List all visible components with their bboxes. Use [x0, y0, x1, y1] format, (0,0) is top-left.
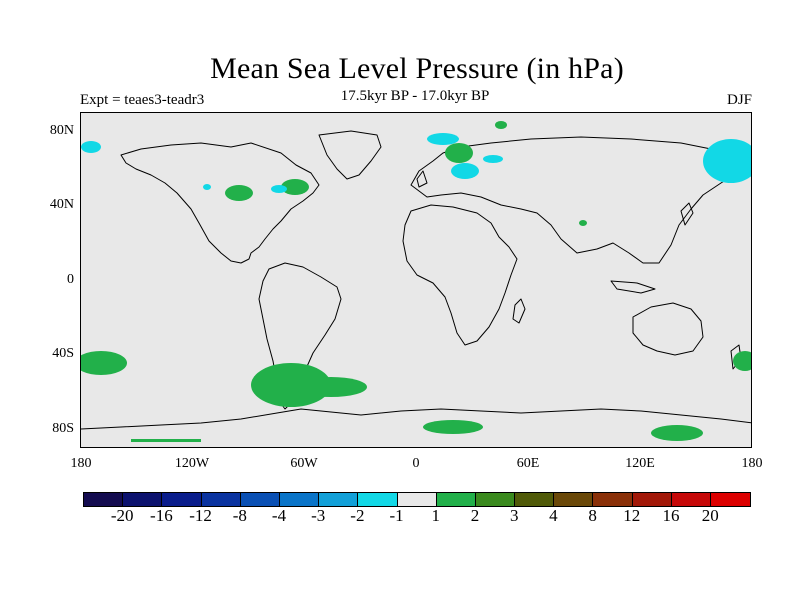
positive-anomaly-regions: [81, 121, 751, 442]
colorbar-label: 20: [701, 506, 719, 525]
chart-title: Mean Sea Level Pressure (in hPa): [210, 52, 624, 85]
colorbar-label: -8: [232, 506, 247, 525]
anomaly-europe: [451, 163, 479, 179]
anomaly-antarctic-strip: [131, 439, 201, 442]
coast-africa: [402, 204, 518, 346]
negative-anomaly-regions: [81, 133, 751, 193]
colorbar-swatch: [436, 493, 476, 506]
colorbar-swatch: [84, 493, 124, 506]
map-panel: [80, 112, 752, 448]
colorbar-label: 1: [431, 506, 441, 525]
anomaly-south-atlantic: [295, 377, 367, 397]
anomaly-north-pacific: [81, 141, 101, 153]
colorbar-swatch: [671, 493, 711, 506]
colorbar-label: 4: [549, 506, 558, 525]
colorbar-label: 2: [470, 506, 480, 525]
colorbar-swatch: [711, 493, 751, 506]
anomaly-canada: [203, 184, 211, 190]
lat-tick-40n: 40N: [49, 197, 74, 212]
colorbar-label: -20: [110, 506, 134, 525]
anomaly-arctic: [495, 121, 507, 129]
coast-madagascar: [512, 298, 526, 324]
lon-tick-120w: 120W: [174, 456, 210, 471]
colorbar-label: 8: [588, 506, 597, 525]
colorbar-swatch: [397, 493, 437, 506]
colorbar-swatch: [632, 493, 672, 506]
colorbar-label: -1: [389, 506, 404, 525]
anomaly-scandinavia: [445, 143, 473, 163]
anomaly-south-pacific-west: [81, 351, 127, 375]
colorbar-swatch: [162, 493, 202, 506]
colorbar-swatch: [475, 493, 516, 506]
coast-uk: [416, 170, 428, 188]
colorbar-label: -3: [311, 506, 326, 525]
anomaly-siberia: [703, 139, 751, 183]
coast-australia: [632, 302, 704, 356]
lat-tick-40s: 40S: [52, 346, 74, 361]
lon-tick-180e: 180: [741, 456, 763, 471]
coast-eurasia: [410, 136, 742, 264]
coast-japan: [680, 202, 694, 226]
lat-tick-80n: 80N: [49, 123, 74, 138]
anomaly-east-coast: [281, 179, 309, 195]
lon-tick-120e: 120E: [625, 456, 655, 471]
coastlines: [81, 130, 751, 430]
season-label: DJF: [726, 92, 752, 108]
coast-north-america: [120, 142, 320, 264]
colorbar-swatch: [123, 493, 163, 506]
colorbar-swatch: [240, 493, 280, 506]
lon-tick-60w: 60W: [290, 456, 318, 471]
anomaly-south-america-south: [251, 363, 331, 407]
anomaly-arabia: [579, 220, 587, 226]
period-label: 17.5kyr BP - 17.0kyr BP: [340, 88, 490, 104]
colorbar-swatch: [554, 493, 594, 506]
anomaly-antarctic-coast-australia: [651, 425, 703, 441]
colorbar-label: -16: [150, 506, 173, 525]
anomaly-antarctic-coast-africa: [423, 420, 483, 434]
colorbar-label: 3: [509, 506, 519, 525]
lon-tick-60e: 60E: [516, 456, 540, 471]
colorbar-label: 12: [623, 506, 641, 525]
anomaly-great-lakes: [225, 185, 253, 201]
colorbar-label: -12: [189, 506, 212, 525]
colorbar-swatch: [515, 493, 555, 506]
anomaly-labrador: [271, 185, 287, 193]
experiment-label: Expt = teaes3-teadr3: [80, 92, 205, 108]
anomaly-tasman: [733, 351, 751, 371]
lat-tick-80s: 80S: [52, 421, 74, 436]
coast-antarctica: [81, 408, 751, 430]
colorbar-swatch: [593, 493, 633, 506]
coast-greenland: [318, 130, 382, 180]
world-map: [81, 121, 751, 442]
colorbar-label: -4: [271, 506, 287, 525]
anomaly-east-europe: [483, 155, 503, 163]
colorbar-swatch: [358, 493, 398, 506]
colorbar-swatch: [279, 493, 320, 506]
anomaly-north-atlantic: [427, 133, 459, 145]
colorbar-label: -2: [350, 506, 365, 525]
colorbar-swatch: [319, 493, 359, 506]
colorbar-label: 16: [662, 506, 680, 525]
lat-tick-0: 0: [67, 272, 74, 287]
lon-tick-180w: 180: [70, 456, 92, 471]
coast-indonesia: [610, 280, 656, 294]
colorbar: [83, 492, 752, 507]
lon-tick-0: 0: [412, 456, 420, 471]
colorbar-swatch: [201, 493, 241, 506]
